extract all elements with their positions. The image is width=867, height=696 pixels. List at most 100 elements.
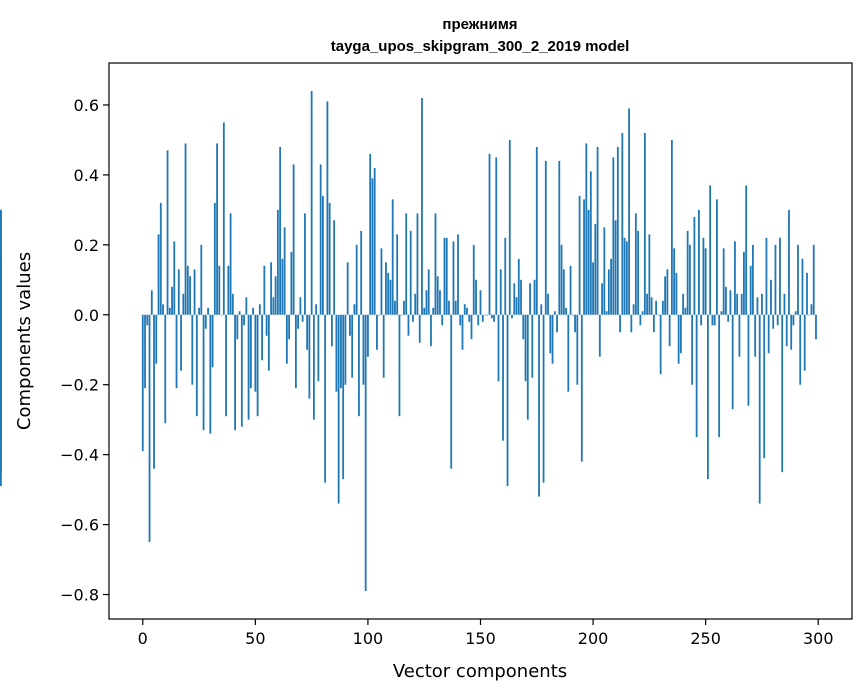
bar	[317, 314, 320, 382]
bar	[675, 272, 678, 315]
bar	[443, 237, 446, 315]
bar	[707, 314, 709, 480]
y-axis-ticks: −0.8 −0.6 −0.4 −0.2 0.0 0.2 0.4 0.6	[60, 96, 109, 605]
bar	[486, 314, 489, 316]
bar	[756, 297, 759, 315]
bar	[702, 237, 705, 315]
bar	[610, 258, 612, 315]
bar	[258, 304, 261, 315]
y-tick-label: 0.0	[74, 306, 99, 325]
bar	[342, 314, 345, 480]
bar	[794, 311, 797, 315]
bar	[745, 185, 748, 315]
bar	[781, 314, 784, 473]
bar	[288, 314, 291, 340]
bar	[772, 314, 775, 329]
bar	[403, 300, 405, 315]
bar	[720, 311, 723, 315]
bar	[700, 314, 703, 326]
bar	[466, 307, 468, 315]
bar	[247, 314, 250, 420]
bar	[643, 132, 646, 315]
bar	[209, 314, 212, 434]
bar	[303, 213, 306, 315]
bar	[770, 279, 772, 315]
bar	[740, 293, 743, 315]
bar	[761, 293, 763, 315]
bar	[632, 304, 635, 315]
bar	[808, 314, 811, 316]
bar	[607, 269, 610, 315]
bar	[340, 314, 342, 389]
bar	[788, 209, 790, 315]
bar	[162, 304, 164, 315]
bar	[299, 297, 302, 315]
bar	[490, 314, 493, 319]
bar	[799, 314, 802, 385]
bar	[439, 290, 441, 315]
bar	[668, 314, 671, 347]
bar	[364, 314, 367, 592]
bar	[655, 300, 658, 315]
bar	[670, 139, 673, 315]
bar	[725, 286, 727, 315]
bar	[535, 146, 538, 315]
bar	[765, 237, 768, 315]
bar	[229, 213, 232, 315]
x-axis-ticks: 0 50 100 150 200 250 300	[138, 619, 834, 648]
x-tick-label: 0	[138, 629, 148, 648]
bar	[695, 314, 698, 438]
bar	[472, 244, 475, 315]
bar	[308, 314, 311, 399]
bar	[785, 314, 788, 347]
bar	[218, 265, 221, 315]
bar	[716, 199, 718, 315]
bar	[526, 314, 529, 420]
bar	[297, 314, 300, 329]
bar	[628, 108, 630, 315]
bar	[360, 230, 363, 315]
bar	[220, 314, 223, 316]
bar	[182, 293, 185, 315]
bar	[252, 307, 254, 315]
bar	[358, 314, 360, 417]
bar	[666, 269, 669, 315]
bar	[693, 216, 696, 315]
bar	[164, 314, 167, 424]
bar	[711, 314, 714, 326]
bar	[0, 314, 2, 350]
bar	[427, 269, 430, 315]
bar	[367, 314, 369, 357]
bar	[195, 314, 198, 417]
bar	[661, 300, 664, 315]
bar	[544, 160, 547, 315]
bar	[576, 314, 579, 385]
x-tick-label: 50	[245, 629, 265, 648]
bar	[801, 258, 804, 315]
bar	[652, 314, 655, 333]
bar	[301, 314, 304, 322]
bar	[310, 90, 313, 315]
bar	[542, 314, 545, 483]
bar	[416, 213, 419, 315]
bar	[225, 314, 227, 417]
bar	[506, 314, 509, 487]
bar	[452, 241, 455, 315]
bar	[806, 272, 808, 315]
bar	[335, 314, 338, 392]
bar	[344, 314, 347, 385]
bar	[679, 314, 682, 354]
bar	[637, 230, 640, 315]
bar	[488, 153, 491, 315]
bar	[155, 314, 158, 364]
bar	[677, 314, 680, 364]
bar	[202, 314, 205, 431]
bar	[650, 297, 653, 315]
bar	[421, 97, 423, 315]
bar	[499, 269, 502, 315]
bar	[141, 314, 144, 452]
bar	[612, 157, 615, 315]
bar	[767, 314, 770, 354]
bar	[454, 300, 457, 315]
bar	[776, 314, 779, 326]
